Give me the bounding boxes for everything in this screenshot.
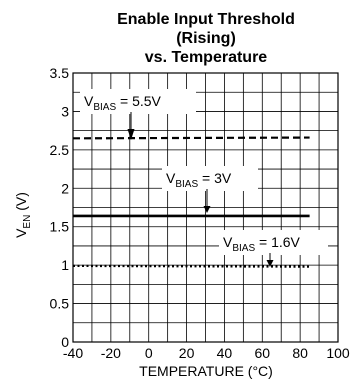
x-tick-label: 80 [292,345,308,361]
annotation-background [80,89,196,114]
y-axis-label-unit: (V) [13,192,29,215]
grid [73,73,338,342]
chart-title-line-3: vs. Temperature [145,49,268,66]
y-tick-label: 1.5 [50,219,70,235]
x-tick-label: 60 [254,345,270,361]
chart-title: Enable Input Threshold (Rising) vs. Temp… [117,11,295,66]
annotation-rest: = 3V [198,170,232,186]
y-axis-label-main: V [13,228,29,238]
x-tick-label: 0 [145,345,153,361]
chart-title-line-1: Enable Input Threshold [117,11,295,28]
annotation-arrow-head [266,260,274,267]
y-axis-label-sub: EN [22,215,33,229]
plot-frame [72,72,339,343]
y-tick-label: 2 [61,180,69,196]
annotation-subscript: BIAS [93,102,116,113]
y-tick-label: 3.5 [50,65,70,81]
y-tick-label: 0 [61,334,69,350]
annotation-main: V [166,170,176,186]
series-annotation-2: VBIAS = 3V [162,166,258,213]
tick-labels: -40 -20 0 20 40 60 80 100 0 0.5 1 1.5 2 2.5 3 3.5 [50,65,350,361]
annotation-text: VBIAS = 5.5V [84,93,162,113]
annotation-text: VBIAS = 1.6V [223,234,301,254]
x-tick-label: 100 [326,345,350,361]
x-tick-label: 20 [179,345,195,361]
annotation-subscript: BIAS [232,243,255,254]
annotation-arrow-head [127,129,135,140]
annotation-main: V [223,234,233,250]
y-tick-label: 2.5 [50,142,70,158]
annotation-arrow-head [203,206,211,213]
annotation-rest: = 5.5V [116,93,161,109]
y-tick-label: 3 [61,103,69,119]
x-tick-label: 40 [217,345,233,361]
chart-title-line-2: (Rising) [176,30,236,47]
series-line-3 [72,264,310,268]
y-axis-label: VEN (V) [13,192,33,238]
y-tick-label: 0.5 [50,296,70,312]
annotation-subscript: BIAS [175,179,198,190]
y-tick-label: 1 [61,257,69,273]
annotation-rest: = 1.6V [255,234,300,250]
annotation-background [219,230,328,255]
series-annotation-1: VBIAS = 5.5V [80,89,196,140]
series-line-1 [72,136,310,140]
series-layer [72,136,310,268]
x-tick-label: -20 [101,345,121,361]
annotation-main: V [84,93,94,109]
annotation-background [162,166,258,191]
x-axis-label: TEMPERATURE (°C) [139,363,273,379]
series-annotation-3: VBIAS = 1.6V [219,230,328,267]
annotation-text: VBIAS = 3V [166,170,232,190]
x-tick-label: -40 [63,345,83,361]
